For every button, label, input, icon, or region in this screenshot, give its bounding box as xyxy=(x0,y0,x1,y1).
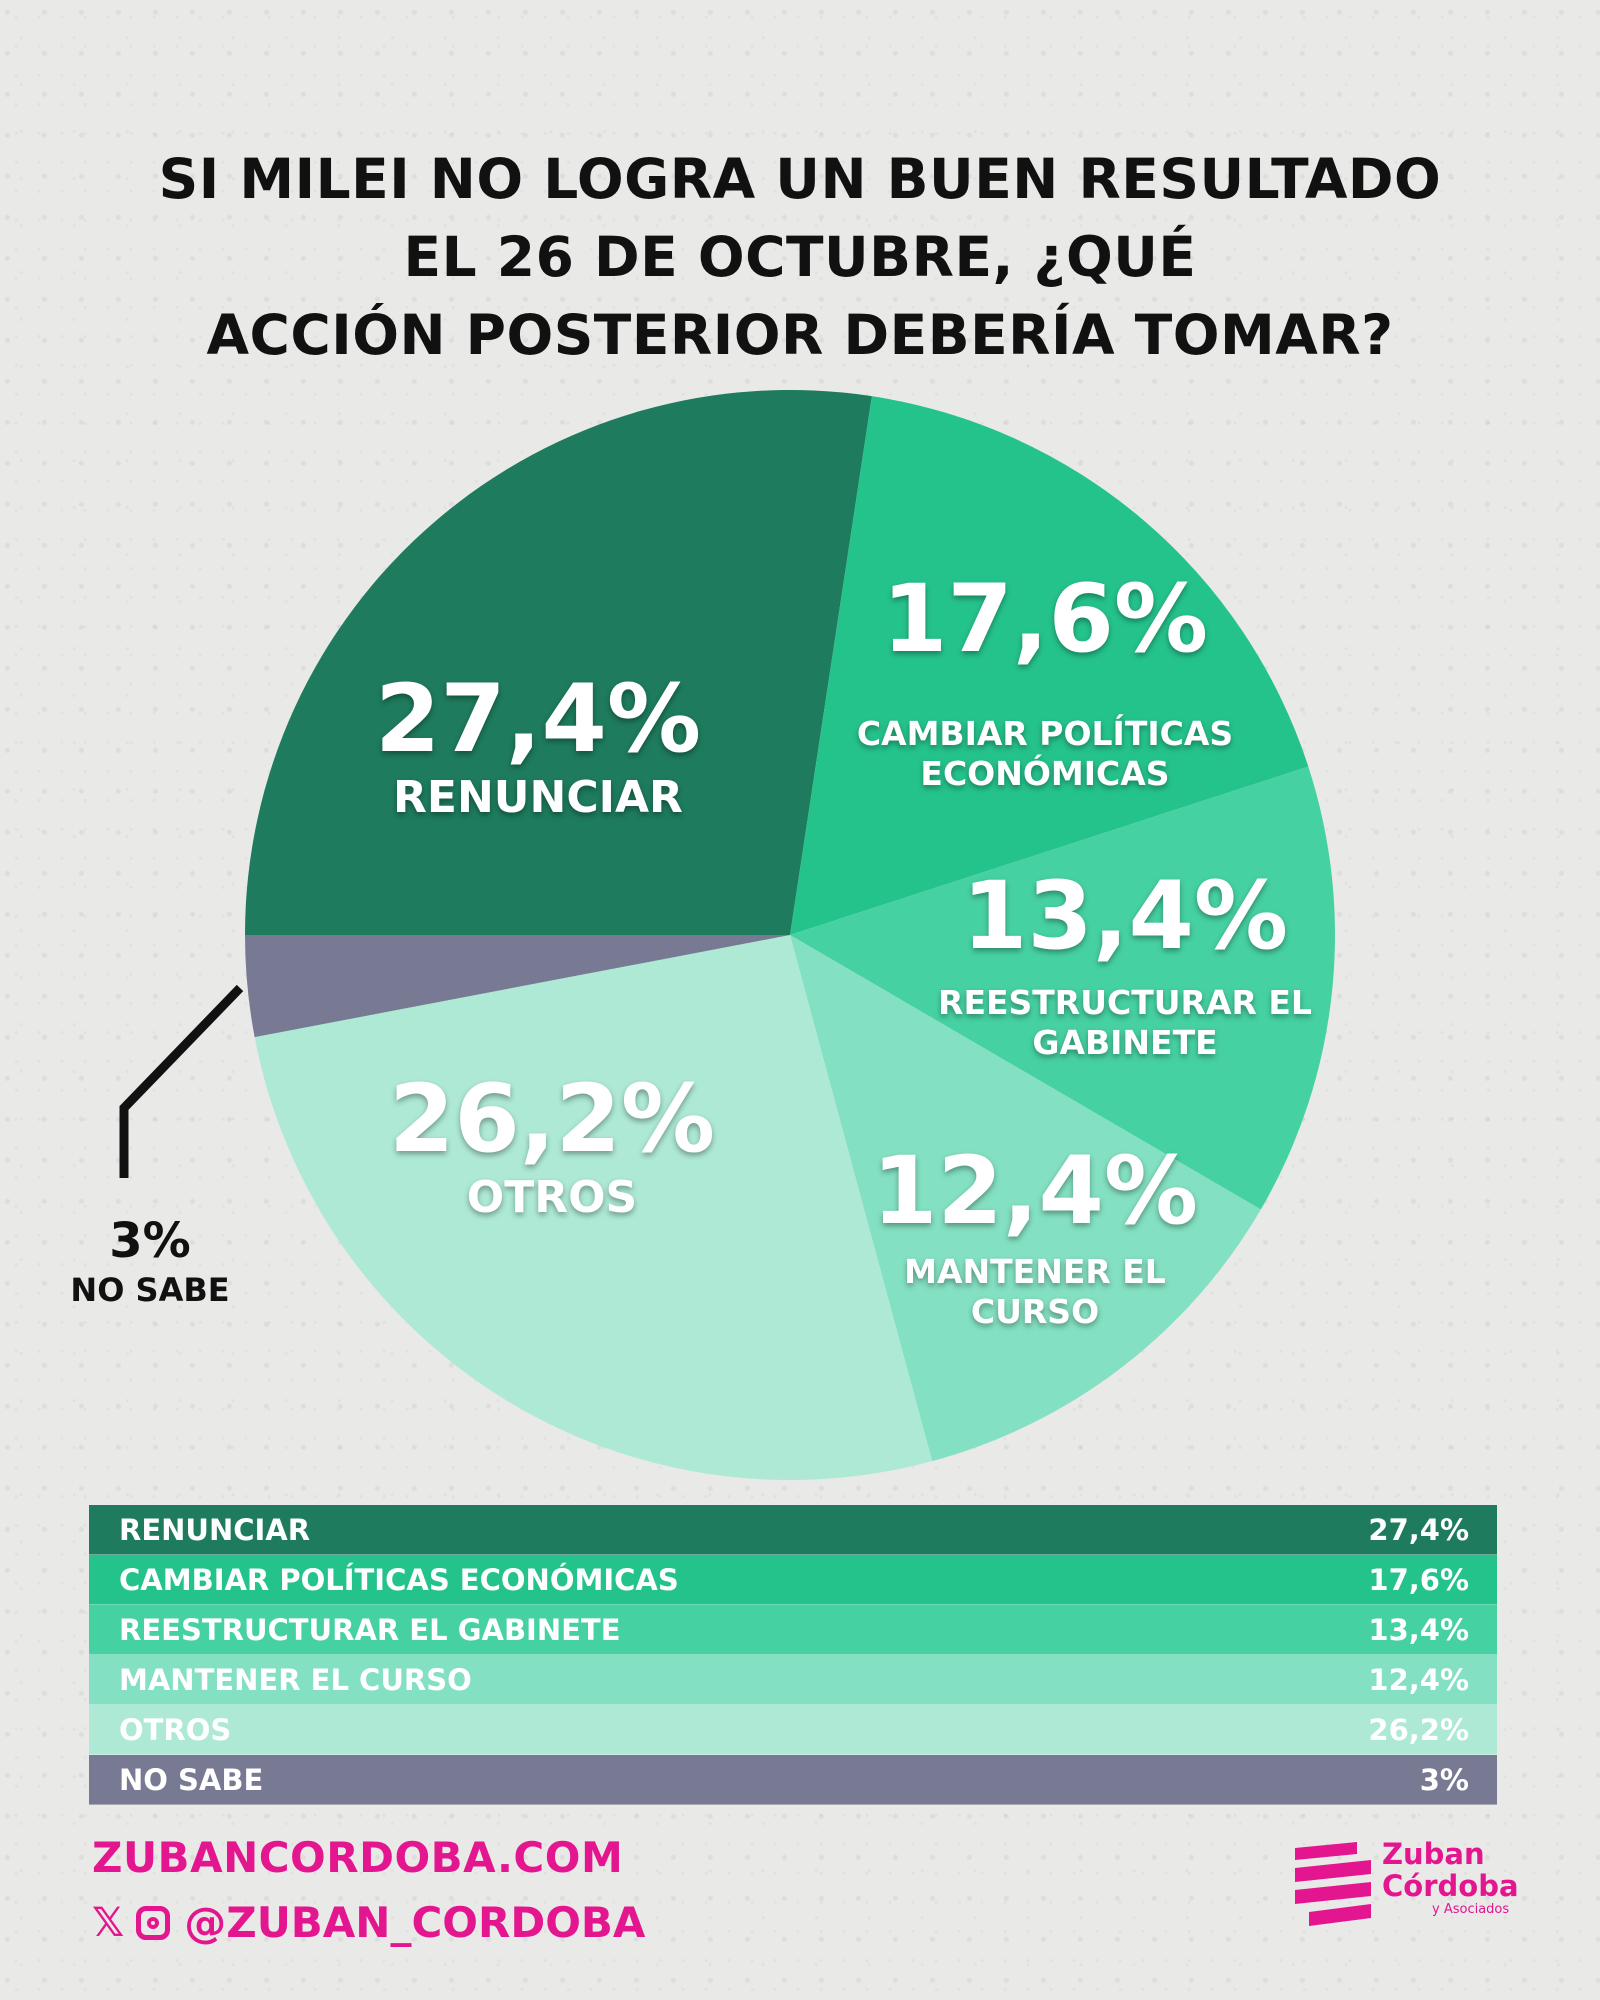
logo-mark-icon xyxy=(1295,1842,1371,1926)
row-label: NO SABE xyxy=(119,1762,264,1797)
zuban-cordoba-logo: Zuban Córdoba y Asociados xyxy=(1295,1838,1535,1938)
table-row: CAMBIAR POLÍTICAS ECONÓMICAS 17,6% xyxy=(89,1555,1497,1605)
slice-name: MANTENER EL xyxy=(904,1252,1166,1291)
logo-text: Zuban Córdoba y Asociados xyxy=(1382,1838,1519,1918)
pie-slice-no-sabe xyxy=(245,935,790,1038)
slice-label-reestructurar: 13,4% REESTRUCTURAR EL GABINETE xyxy=(905,865,1345,1063)
slice-name: RENUNCIAR xyxy=(393,772,683,823)
summary-table: RENUNCIAR 27,4% CAMBIAR POLÍTICAS ECONÓM… xyxy=(89,1505,1497,1805)
slice-name: REESTRUCTURAR EL xyxy=(938,983,1312,1022)
slice-label-cambiar-politicas: 17,6% CAMBIAR POLÍTICAS ECONÓMICAS xyxy=(815,568,1275,794)
title-line: ACCIÓN POSTERIOR DEBERÍA TOMAR? xyxy=(206,303,1394,367)
slice-value: 13,4% xyxy=(961,862,1289,971)
row-label: RENUNCIAR xyxy=(119,1512,311,1547)
slice-name: ECONÓMICAS xyxy=(920,754,1170,793)
slice-label-mantener: 12,4% MANTENER EL CURSO xyxy=(815,1140,1255,1332)
footer-contact: ZUBANCORDOBA.COM 𝕏 @ZUBAN_CORDOBA xyxy=(92,1830,645,1947)
table-row: OTROS 26,2% xyxy=(89,1705,1497,1755)
slice-name: GABINETE xyxy=(1032,1023,1218,1062)
table-row: NO SABE 3% xyxy=(89,1755,1497,1805)
slice-name: CAMBIAR POLÍTICAS xyxy=(856,714,1234,753)
slice-value: 17,6% xyxy=(881,565,1209,674)
social-row: 𝕏 @ZUBAN_CORDOBA xyxy=(92,1898,645,1947)
chart-title: SI MILEI NO LOGRA UN BUEN RESULTADO EL 2… xyxy=(60,140,1540,374)
pie-slice-reestructurar-el-gabinete xyxy=(790,766,1335,1210)
pie-slice-otros xyxy=(254,935,933,1480)
slice-name: CURSO xyxy=(970,1292,1100,1331)
pie-slice-cambiar-políticas-económicas xyxy=(790,396,1309,935)
title-line: SI MILEI NO LOGRA UN BUEN RESULTADO xyxy=(158,147,1442,211)
slice-value: 26,2% xyxy=(388,1065,716,1174)
logo-subline: y Asociados xyxy=(1432,1902,1510,1917)
row-label: OTROS xyxy=(119,1712,232,1747)
no-sabe-leader-line xyxy=(119,984,244,1178)
pie-slice-mantener-el-curso xyxy=(790,935,1261,1462)
row-value: 12,4% xyxy=(1368,1662,1469,1697)
row-value: 27,4% xyxy=(1368,1512,1469,1547)
social-handle[interactable]: @ZUBAN_CORDOBA xyxy=(184,1898,646,1947)
website-link[interactable]: ZUBANCORDOBA.COM xyxy=(92,1833,624,1882)
table-row: RENUNCIAR 27,4% xyxy=(89,1505,1497,1555)
slice-value: 12,4% xyxy=(871,1137,1199,1246)
logo-line: Zuban xyxy=(1382,1837,1485,1871)
row-value: 3% xyxy=(1419,1762,1469,1797)
no-sabe-label: NO SABE xyxy=(70,1271,230,1309)
row-value: 26,2% xyxy=(1368,1712,1469,1747)
pie-slice-renunciar xyxy=(245,389,872,935)
slice-name: OTROS xyxy=(466,1172,638,1223)
row-label: MANTENER EL CURSO xyxy=(119,1662,472,1697)
slice-label-otros: 26,2% OTROS xyxy=(332,1068,772,1224)
table-row: MANTENER EL CURSO 12,4% xyxy=(89,1655,1497,1705)
slice-value: 27,4% xyxy=(374,665,702,774)
x-icon[interactable]: 𝕏 xyxy=(92,1899,125,1946)
row-value: 17,6% xyxy=(1368,1562,1469,1597)
title-line: EL 26 DE OCTUBRE, ¿QUÉ xyxy=(403,225,1197,289)
instagram-icon[interactable] xyxy=(136,1905,171,1940)
slice-label-renunciar: 27,4% RENUNCIAR xyxy=(318,668,758,824)
table-row: REESTRUCTURAR EL GABINETE 13,4% xyxy=(89,1605,1497,1655)
logo-line: Córdoba xyxy=(1382,1869,1519,1903)
no-sabe-value: 3% xyxy=(109,1213,191,1269)
row-label: CAMBIAR POLÍTICAS ECONÓMICAS xyxy=(119,1562,679,1597)
row-label: REESTRUCTURAR EL GABINETE xyxy=(119,1612,621,1647)
row-value: 13,4% xyxy=(1368,1612,1469,1647)
no-sabe-callout: 3% NO SABE xyxy=(40,1212,260,1310)
